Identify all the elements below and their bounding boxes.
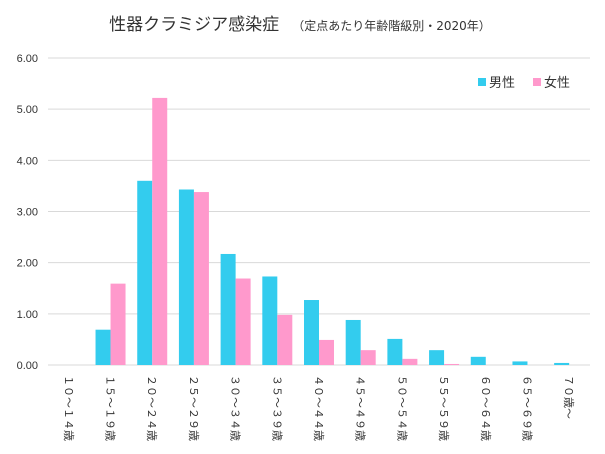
x-tick-label: ２５～２９歳 — [187, 375, 200, 441]
chart-subtitle: （定点あたり年齢階級別・2020年） — [292, 18, 491, 33]
x-tick-label: ４０～４４歳 — [312, 375, 325, 441]
x-tick-label: ４５～４９歳 — [354, 375, 367, 441]
x-tick-label: ３０～３４歳 — [229, 375, 242, 441]
y-tick-label: 1.00 — [17, 309, 38, 321]
legend-swatch — [478, 78, 486, 86]
bar-female — [193, 192, 209, 365]
bar-male — [95, 329, 111, 365]
legend-swatch — [533, 78, 541, 86]
x-tick-label: ２０～２４歳 — [145, 375, 158, 441]
bar-male — [554, 362, 570, 365]
y-tick-label: 4.00 — [17, 155, 38, 167]
bar-female — [444, 363, 460, 365]
y-tick-label: 3.00 — [17, 207, 38, 219]
legend-label: 女性 — [544, 75, 570, 91]
bar-female — [110, 283, 126, 365]
bar-female — [402, 358, 418, 365]
bar-male — [470, 356, 486, 365]
bar-male — [178, 189, 194, 365]
bar-male — [137, 180, 153, 365]
y-tick-label: 5.00 — [17, 104, 38, 116]
chart-title-main: 性器クラミジア感染症 — [109, 15, 279, 35]
legend-label: 男性 — [489, 76, 515, 91]
bar-male — [512, 361, 528, 365]
bar-female — [152, 97, 168, 365]
x-tick-label: ３５～３９歳 — [270, 375, 283, 441]
x-tick-label: ５０～５４歳 — [395, 375, 408, 441]
y-tick-label: 2.00 — [17, 258, 38, 270]
x-tick-label: １０～１４歳 — [62, 375, 75, 441]
bar-male — [262, 276, 278, 365]
chart-title: 性器クラミジア感染症 （定点あたり年齢階級別・2020年） — [109, 15, 491, 35]
x-tick-label: １５～１９歳 — [104, 375, 117, 441]
y-tick-label: 0.00 — [17, 360, 38, 372]
x-axis-ticks: １０～１４歳 １５～１９歳 ２０～２４歳 ２５～２９歳 ３０～３４歳 ３５～３９歳 ４０～４… — [62, 375, 575, 441]
bar-male — [429, 350, 445, 365]
legend: 男性 女性 — [478, 75, 570, 91]
bar-male — [345, 319, 361, 365]
bar-male — [220, 253, 236, 365]
bar-female — [277, 314, 293, 365]
x-tick-label: ６０～６４歳 — [479, 375, 492, 441]
bar-female — [319, 339, 334, 365]
y-tick-label: 6.00 — [17, 53, 38, 65]
bar-female — [360, 350, 376, 365]
x-tick-label: ５５～５９歳 — [437, 375, 450, 441]
bars — [95, 97, 570, 365]
bar-male — [387, 338, 403, 365]
bar-female — [235, 278, 251, 365]
x-tick-label: ６５～６９歳 — [520, 375, 533, 441]
x-tick-label: ７０歳～ — [562, 375, 575, 419]
bar-male — [304, 300, 319, 365]
y-axis-ticks: 0.00 1.00 2.00 3.00 4.00 5.00 6.00 — [17, 53, 38, 372]
